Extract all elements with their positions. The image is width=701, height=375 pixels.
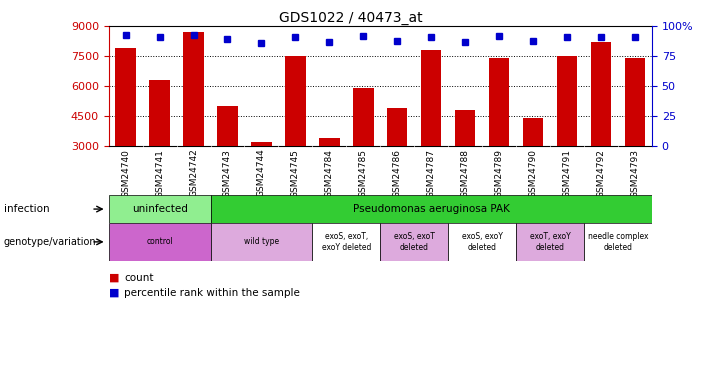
Text: ■: ■ [109,288,119,297]
Bar [516,223,584,261]
Text: GSM24786: GSM24786 [393,149,402,198]
Bar [591,42,611,146]
Text: GSM24788: GSM24788 [461,149,470,198]
Text: GSM24787: GSM24787 [427,149,436,198]
Bar [489,58,510,146]
Bar [184,32,204,146]
Bar [557,56,577,146]
Bar [285,56,306,146]
Text: count: count [124,273,154,282]
Bar [455,110,475,146]
Text: GSM24793: GSM24793 [630,149,639,198]
Text: infection: infection [4,204,49,214]
Text: GSM24789: GSM24789 [495,149,503,198]
Bar [109,223,210,261]
Bar [448,223,516,261]
Text: GSM24743: GSM24743 [223,149,232,198]
Bar [625,58,645,146]
Text: control: control [147,237,173,246]
Text: GSM24784: GSM24784 [325,149,334,198]
Text: GSM24744: GSM24744 [257,149,266,197]
Bar [210,223,313,261]
Bar [523,118,543,146]
Text: GSM24740: GSM24740 [121,149,130,198]
Text: ■: ■ [109,273,119,282]
Bar [217,106,238,146]
Text: Pseudomonas aeruginosa PAK: Pseudomonas aeruginosa PAK [353,204,510,214]
Text: GSM24790: GSM24790 [529,149,538,198]
Text: exoT, exoY
deleted: exoT, exoY deleted [530,232,571,252]
Bar [387,108,407,146]
Bar [116,48,136,146]
Bar [319,138,339,146]
Text: GSM24745: GSM24745 [291,149,300,198]
Text: GSM24741: GSM24741 [155,149,164,198]
Bar [421,50,442,146]
Text: exoS, exoT,
exoY deleted: exoS, exoT, exoY deleted [322,232,371,252]
Text: GDS1022 / 40473_at: GDS1022 / 40473_at [279,11,422,25]
Bar [313,223,381,261]
Bar [210,195,652,223]
Bar [251,142,272,146]
Text: GSM24792: GSM24792 [597,149,606,198]
Text: needle complex
deleted: needle complex deleted [587,232,648,252]
Bar [353,88,374,146]
Text: exoS, exoY
deleted: exoS, exoY deleted [462,232,503,252]
Bar [381,223,448,261]
Text: GSM24791: GSM24791 [562,149,571,198]
Bar [109,195,210,223]
Bar [584,223,652,261]
Text: wild type: wild type [244,237,279,246]
Bar [149,80,170,146]
Text: uninfected: uninfected [132,204,188,214]
Text: exoS, exoT
deleted: exoS, exoT deleted [394,232,435,252]
Text: genotype/variation: genotype/variation [4,237,96,247]
Text: GSM24742: GSM24742 [189,149,198,197]
Text: percentile rank within the sample: percentile rank within the sample [124,288,300,297]
Text: GSM24785: GSM24785 [359,149,368,198]
